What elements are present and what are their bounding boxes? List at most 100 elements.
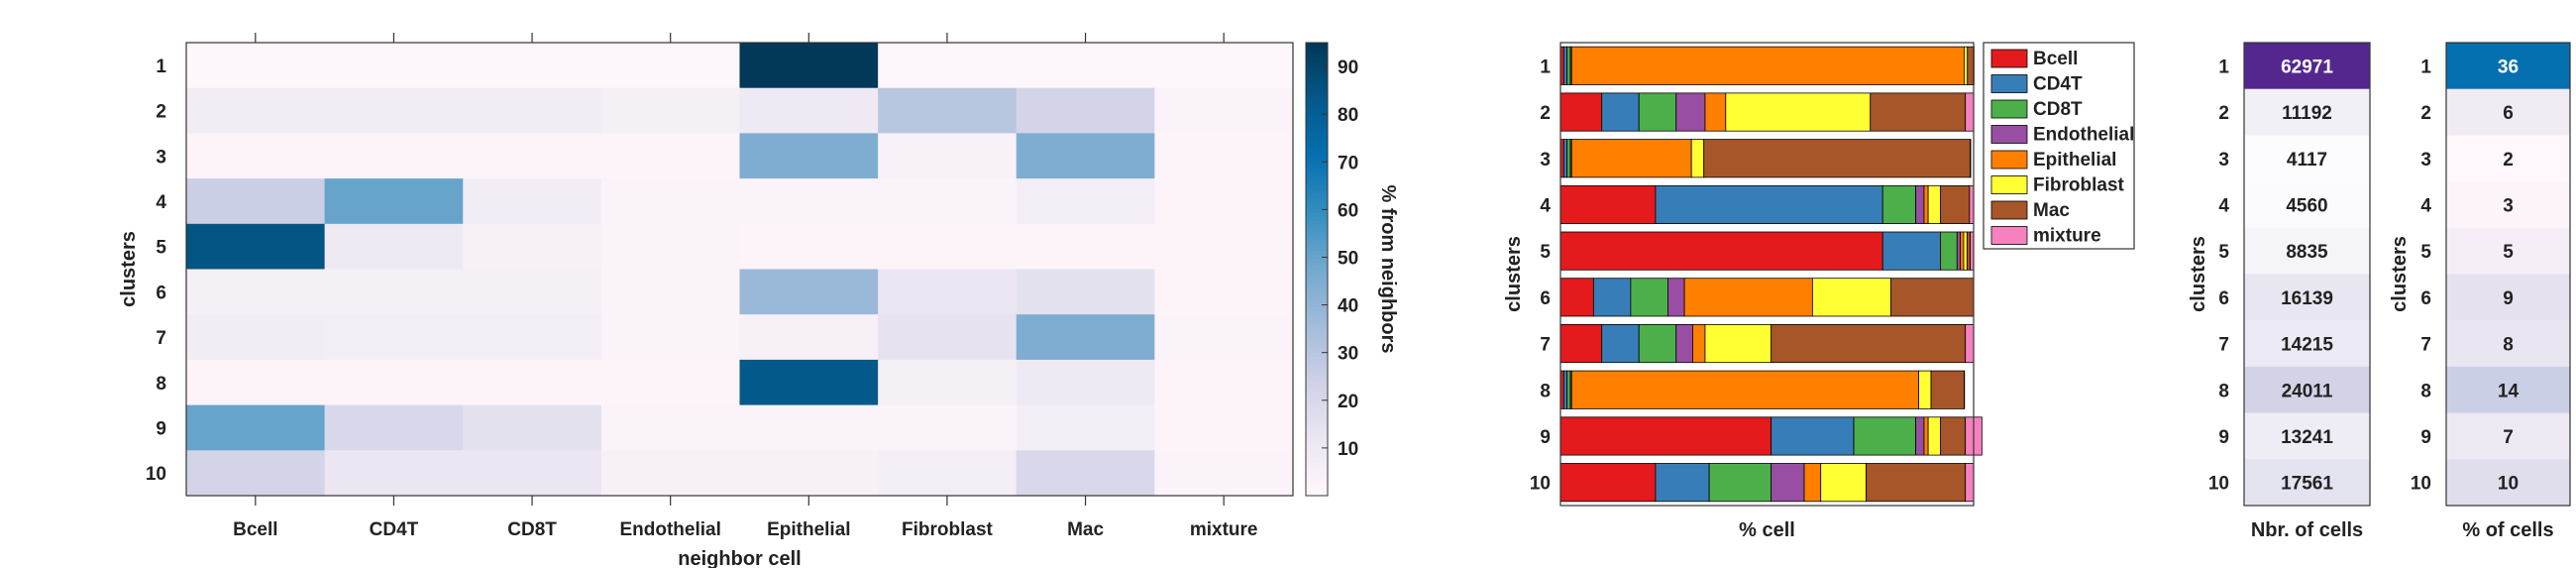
bar-segment: [1559, 416, 1772, 456]
count-cell: [2244, 181, 2370, 229]
heatmap-cell: [1154, 269, 1294, 315]
y-tick-label: 9: [1540, 427, 1551, 448]
bar-segment: [1655, 184, 1883, 224]
colorbar-segment: [1306, 167, 1328, 172]
bar-segment: [1927, 416, 1942, 456]
colorbar-segment: [1306, 200, 1328, 206]
colorbar-segment: [1306, 344, 1328, 350]
heatmap-cell: [739, 87, 879, 134]
colorbar-segment: [1306, 476, 1328, 482]
bar-segment: [1559, 231, 1883, 271]
count-cell: [2446, 366, 2570, 414]
heatmap-cell: [878, 314, 1018, 361]
heatmap-cell: [463, 43, 602, 89]
colorbar-segment: [1306, 333, 1328, 338]
bar-segment: [1708, 463, 1772, 503]
heatmap-cell: [1154, 404, 1294, 451]
bar-segment: [1704, 92, 1727, 132]
colorbar-segment: [1306, 114, 1328, 119]
count-label: 16139: [2281, 288, 2333, 309]
heatmap-cell: [324, 450, 464, 497]
heatmap-cell: [1016, 43, 1155, 89]
bar-segment: [1562, 370, 1568, 409]
heatmap-cell: [324, 223, 464, 270]
bar-segment: [1562, 139, 1568, 178]
bar-segment: [1559, 92, 1603, 132]
heatmap-cell: [324, 43, 464, 89]
count-label: 4560: [2286, 195, 2327, 216]
y-tick-label: 8: [2420, 381, 2431, 401]
heatmap-cell: [1154, 133, 1294, 179]
bar-segment: [1915, 416, 1925, 456]
x-tick-label: mixture: [1190, 519, 1258, 540]
bar-segment: [1570, 46, 1965, 85]
colorbar-segment: [1306, 102, 1328, 108]
count-label: 4117: [2287, 150, 2327, 170]
colorbar-segment: [1306, 337, 1328, 342]
heatmap-cell: [186, 450, 326, 497]
y-tick-label: 2: [1540, 103, 1551, 124]
bar-segment: [1559, 184, 1657, 224]
count-cell: [2446, 320, 2570, 368]
heatmap-cell: [1154, 178, 1294, 225]
bar-segment: [1601, 324, 1640, 364]
count-label: 8: [2503, 335, 2514, 356]
colorbar-segment: [1306, 363, 1328, 369]
colorbar-segment: [1306, 382, 1328, 388]
colorbar-segment: [1306, 68, 1328, 74]
colorbar-segment: [1306, 144, 1328, 150]
bar-segment: [1559, 278, 1594, 317]
count-label: 36: [2498, 57, 2519, 77]
bar-segment: [1965, 92, 1975, 132]
bar-segment: [1870, 92, 1967, 132]
heatmap-cell: [739, 178, 879, 225]
y-tick-label: 2: [2420, 103, 2431, 124]
colorbar-segment: [1306, 219, 1328, 225]
y-tick-label: 9: [2218, 427, 2229, 448]
bar-segment: [1960, 231, 1965, 271]
bar-segment: [1725, 92, 1872, 132]
legend-swatch: [1990, 200, 2028, 220]
y-tick-label: 4: [156, 192, 166, 213]
colorbar-segment: [1306, 197, 1328, 202]
colorbar-segment: [1306, 178, 1328, 183]
count-cell: [2244, 227, 2370, 275]
colorbar-segment: [1306, 431, 1328, 436]
y-tick-label: 3: [1540, 150, 1551, 170]
y-axis-label: clusters: [1503, 236, 1525, 312]
y-tick-label: 8: [1540, 381, 1551, 401]
colorbar-segment: [1306, 43, 1328, 48]
colorbar-segment: [1306, 287, 1328, 292]
count-label: 13241: [2281, 427, 2333, 448]
heatmap-cell: [324, 359, 464, 406]
heatmap-cell: [739, 404, 879, 451]
heatmap-cell: [739, 223, 879, 270]
heatmap-cell: [600, 404, 740, 451]
legend-entry: Bcell: [2033, 49, 2078, 69]
x-axis-label: neighbor cell: [678, 548, 801, 568]
colorbar-segment: [1306, 91, 1328, 96]
column-frame: [2445, 42, 2571, 507]
colorbar-segment: [1306, 314, 1328, 319]
colorbar-segment: [1306, 106, 1328, 112]
bar-segment: [1967, 46, 1975, 85]
colorbar-segment: [1306, 208, 1328, 213]
y-tick-label: 1: [1540, 57, 1551, 77]
colorbar-segment: [1306, 280, 1328, 285]
colorbar-segment: [1306, 174, 1328, 179]
y-tick-label: 9: [156, 418, 166, 439]
heatmap-cell: [186, 359, 326, 406]
y-tick-label: 5: [2420, 242, 2431, 263]
colorbar-segment: [1306, 367, 1328, 372]
count-cell: [2244, 88, 2370, 136]
column-frame: [2243, 42, 2371, 507]
y-tick-label: 4: [1540, 195, 1551, 216]
heatmap-cell: [463, 223, 602, 270]
colorbar-segment: [1306, 64, 1328, 70]
heatmap-cell: [324, 178, 464, 225]
bar-segment: [1963, 231, 1968, 271]
colorbar-segment: [1306, 435, 1328, 440]
colorbar-segment: [1306, 235, 1328, 240]
heatmap-cell: [324, 133, 464, 179]
colorbar-tick-label: 70: [1338, 153, 1358, 173]
